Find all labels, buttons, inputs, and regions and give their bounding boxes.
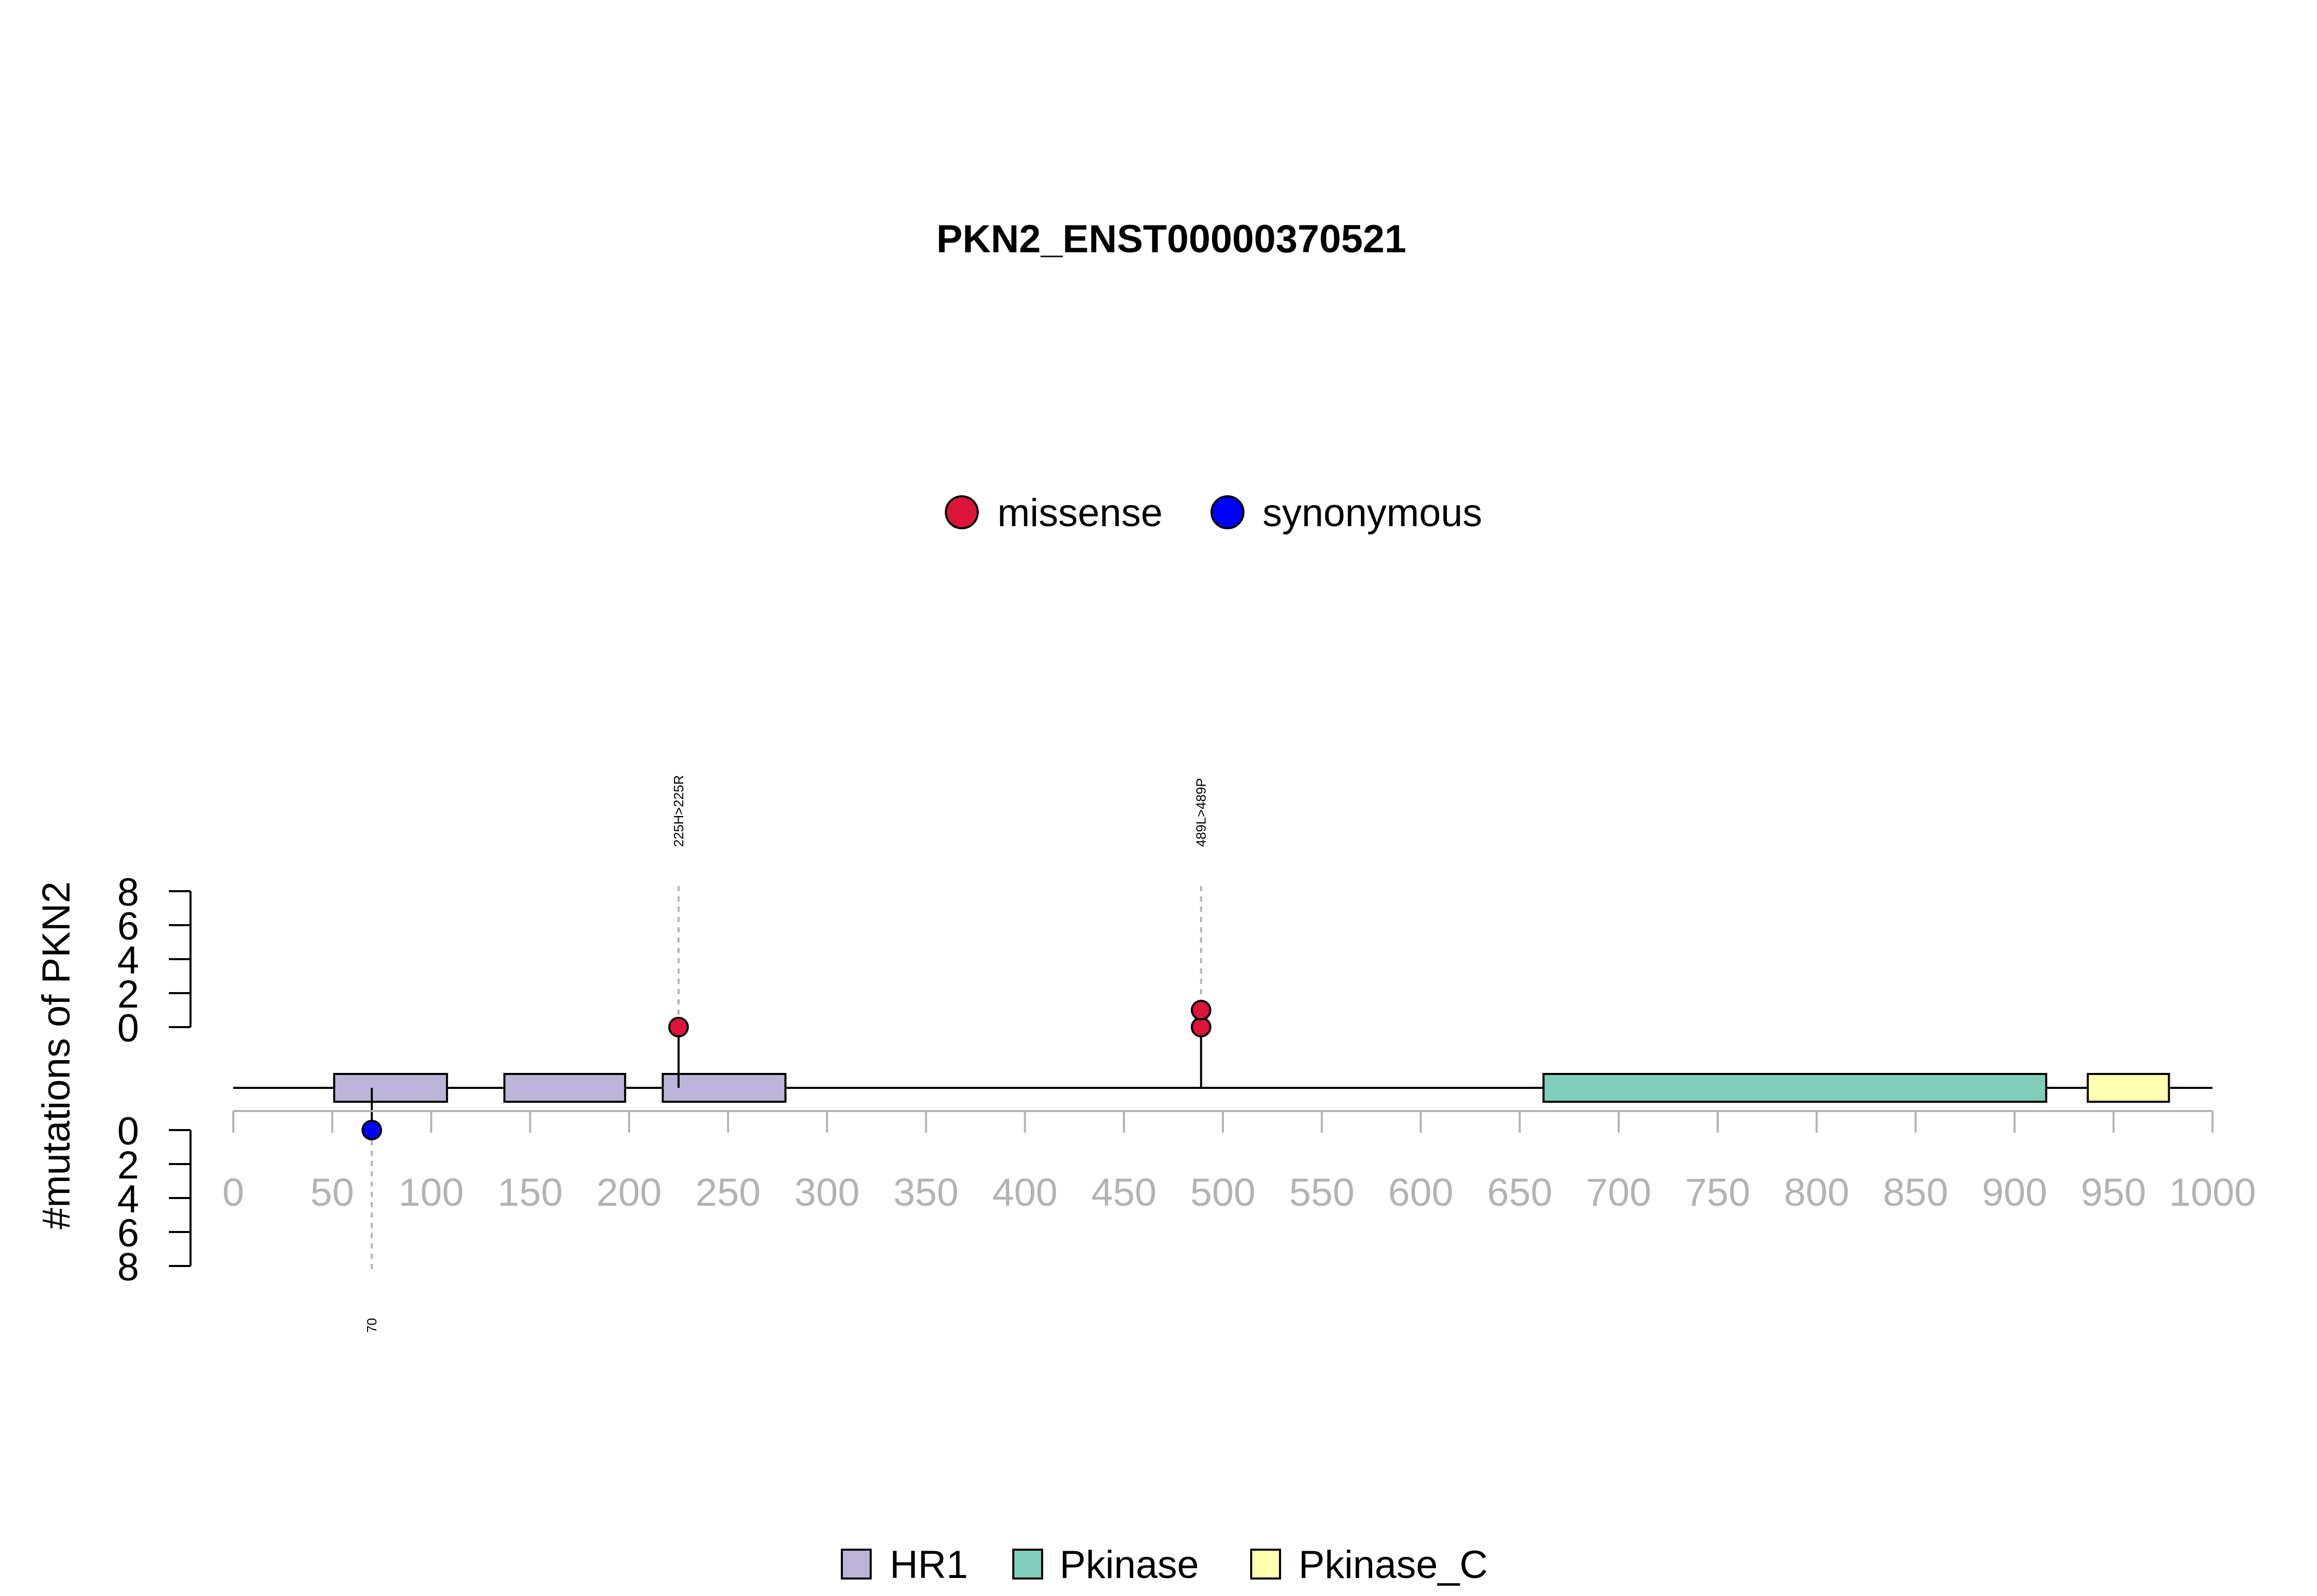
mutation-489: 489L>489P (1190, 778, 1212, 1088)
domain-hr1 (333, 1073, 448, 1103)
mutation-point (668, 1017, 689, 1037)
domain-boxes (333, 1073, 2170, 1103)
x-tick-label: 200 (596, 1171, 662, 1215)
x-tick-label: 300 (794, 1171, 860, 1215)
y-tick-label-top: 6 (117, 905, 139, 948)
x-tick-label: 0 (222, 1171, 244, 1215)
legend-missense-label: missense (997, 491, 1163, 535)
x-tick-label: 800 (1784, 1171, 1849, 1215)
y-axis-label: #mutations of PKN2 (34, 881, 78, 1229)
mutation-type-legend: missense synonymous (945, 491, 1482, 535)
y-tick-label-top: 2 (117, 973, 139, 1016)
mutation-70: 70 (361, 1088, 383, 1333)
legend-pkinase_c-label: Pkinase_C (1299, 1543, 1488, 1587)
x-tick-label: 450 (1091, 1171, 1156, 1215)
y-tick-label-top: 0 (117, 1007, 139, 1050)
mutation-225: 225H>225R (668, 775, 689, 1088)
y-tick-label-top: 4 (117, 939, 139, 982)
x-tick-label: 950 (2081, 1171, 2146, 1215)
y-tick-label-bottom: 8 (117, 1245, 139, 1289)
x-tick-label: 600 (1388, 1171, 1454, 1215)
y-tick-label-top: 8 (117, 871, 139, 914)
x-tick-label: 500 (1190, 1171, 1256, 1215)
mutation-label: 70 (364, 1318, 379, 1333)
legend-pkinase_c-swatch (1250, 1549, 1281, 1580)
y-tick-label-bottom: 2 (117, 1143, 139, 1187)
legend-hr1-label: HR1 (890, 1543, 968, 1587)
x-tick-label: 850 (1883, 1171, 1948, 1215)
mutation-label: 225H>225R (671, 775, 686, 847)
x-tick-label: 700 (1586, 1171, 1651, 1215)
mutation-point (1190, 1000, 1212, 1020)
x-tick-label: 650 (1487, 1171, 1552, 1215)
x-tick-label: 350 (893, 1171, 959, 1215)
y-tick-label-bottom: 0 (117, 1109, 139, 1153)
x-tick-label: 250 (696, 1171, 761, 1215)
x-tick-label: 400 (992, 1171, 1058, 1215)
x-axis: 0 50 100 150 200 250 300 350 400 450 500 550 600 650 7… (222, 1110, 2256, 1215)
mutation-point (361, 1120, 383, 1140)
x-tick-label: 100 (399, 1171, 464, 1215)
x-tick-label: 50 (310, 1171, 354, 1215)
y-tick-label-bottom: 6 (117, 1211, 139, 1255)
y-tick-label-bottom: 4 (117, 1177, 139, 1221)
legend-hr1-swatch (841, 1549, 872, 1580)
legend-synonymous-marker (1211, 495, 1244, 529)
legend-pkinase-swatch (1012, 1549, 1043, 1580)
domain-hr1 (662, 1073, 787, 1103)
mutation-lollipops: 225H>225R 489L>489P 70 (361, 775, 1212, 1333)
legend-missense-marker (945, 495, 979, 529)
legend-synonymous-label: synonymous (1263, 491, 1482, 535)
x-tick-label: 1000 (2169, 1171, 2256, 1215)
x-tick-label: 750 (1685, 1171, 1751, 1215)
domain-pkinase (1542, 1073, 2048, 1103)
x-tick-label: 900 (1982, 1171, 2047, 1215)
domain-pkinase_c (2086, 1073, 2170, 1103)
domain-legend: HR1 Pkinase Pkinase_C (841, 1543, 1488, 1587)
mutation-point (1190, 1017, 1212, 1037)
x-tick-label: 550 (1289, 1171, 1355, 1215)
domain-hr1 (503, 1073, 627, 1103)
legend-pkinase-label: Pkinase (1060, 1543, 1199, 1587)
x-tick-label: 150 (497, 1171, 563, 1215)
chart-title: PKN2_ENST00000370521 (937, 217, 1407, 261)
mutation-label: 489L>489P (1194, 778, 1209, 847)
